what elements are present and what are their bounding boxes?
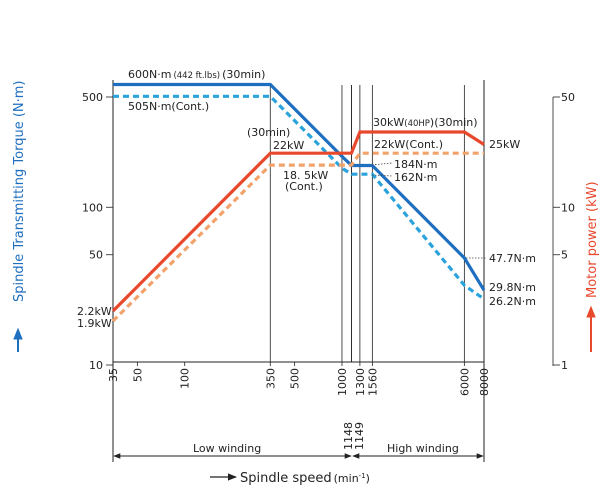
series-line-2	[111, 130, 485, 313]
right-tick-50: 50	[561, 91, 575, 104]
switch-1149: 1149	[353, 422, 366, 450]
left-tick-500: 500	[82, 91, 103, 104]
label-cont-low: (Cont.)	[285, 180, 323, 193]
series-line-1	[113, 94, 485, 301]
x-axis-title: Spindle speed (min-1)	[240, 471, 370, 486]
x-tick-100: 100	[179, 368, 192, 389]
right-tick-1: 1	[561, 359, 568, 372]
label-162nm: 162N·m	[394, 171, 437, 184]
label-184nm: 184N·m	[394, 158, 437, 171]
series-line-3	[111, 151, 484, 323]
label-477nm: 47.7N·m	[489, 252, 536, 265]
label-19kw-start: 1.9kW	[77, 317, 112, 330]
left-tick-100: 100	[82, 201, 103, 214]
x-tick-1300: 1300	[354, 368, 367, 396]
label-262nm: 26.2N·m	[489, 295, 536, 308]
x-tick-1000: 1000	[336, 368, 349, 396]
x-tick-350: 350	[264, 368, 277, 389]
label-30kw: 30kW(40HP)(30min)	[373, 116, 478, 129]
label-505nm: 505N·m(Cont.)	[128, 100, 209, 113]
x-tick-50: 50	[131, 368, 144, 382]
label-298nm: 29.8N·m	[489, 281, 536, 294]
left-tick-50: 50	[89, 249, 103, 262]
label-600nm: 600N·m (442 ft.lbs) (30min)	[128, 68, 265, 81]
label-22kw-cont: 22kW(Cont.)	[374, 138, 443, 151]
left-axis-title: Spindle Transmitting Torque (N·m)	[12, 81, 27, 303]
label-30min-low: (30min)	[247, 126, 290, 139]
leader-162	[371, 174, 393, 177]
label-185kw: 18. 5kW	[283, 169, 328, 182]
x-tick-6000: 6000	[458, 368, 471, 396]
label-22kw-start: 2.2kW	[77, 305, 112, 318]
label-22kw-low: 22kW	[273, 139, 304, 152]
right-tick-10: 10	[561, 201, 575, 214]
leader-184	[371, 162, 393, 166]
x-tick-1560: 1560	[366, 368, 379, 396]
switch-1148: 1148	[342, 422, 355, 450]
x-tick-500: 500	[289, 368, 302, 389]
label-25kw: 25kW	[489, 138, 520, 151]
right-tick-5: 5	[561, 249, 568, 262]
right-axis-title: Motor power (kW)	[585, 181, 600, 298]
low-winding-label: Low winding	[193, 442, 261, 455]
left-tick-10: 10	[89, 359, 103, 372]
high-winding-label: High winding	[387, 442, 459, 455]
